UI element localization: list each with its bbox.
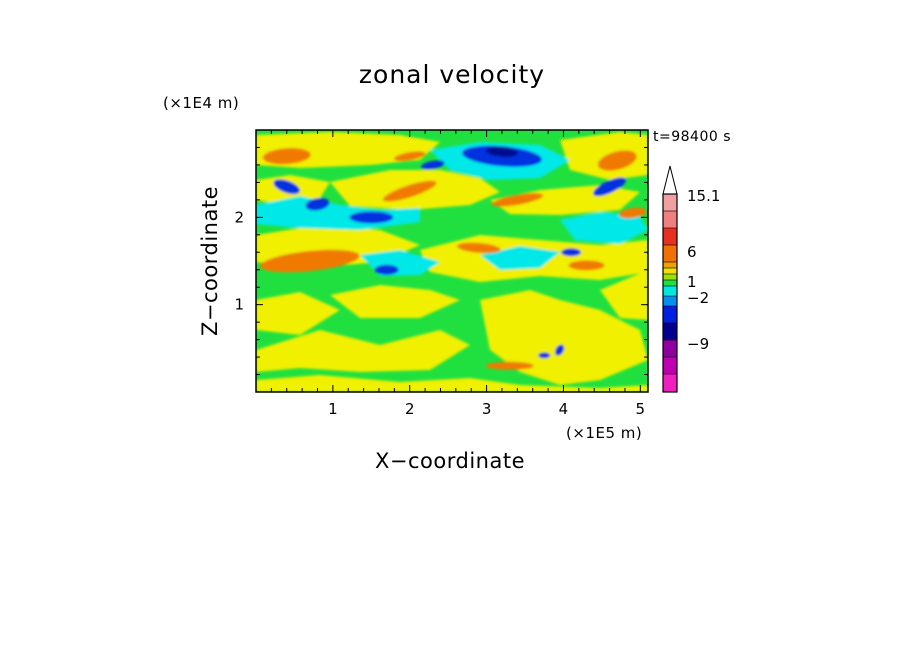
field-cyan-3 (560, 212, 648, 244)
x-tick-label: 5 (636, 400, 646, 418)
field-orange-10 (393, 151, 426, 162)
field-orange-8 (568, 260, 605, 271)
field-blue-9 (538, 352, 551, 359)
plot-frame (255, 129, 649, 393)
field-yellow-low-2 (256, 330, 470, 372)
colorbar-frame (662, 193, 678, 393)
colorbar-bin (663, 268, 677, 274)
field-yellow-low-5 (600, 270, 648, 320)
colorbar-bin (663, 228, 677, 245)
field-yellow-low-3 (330, 285, 460, 318)
field-orange-2 (597, 150, 637, 171)
field-yellow-low-1 (256, 292, 340, 335)
field-yellow-bottom (256, 375, 648, 392)
y-tick-label: 1 (234, 296, 244, 314)
field-darkblue-1 (486, 146, 518, 158)
field-blue-5 (593, 177, 627, 197)
z-scale-label: (×1E4 m) (163, 94, 240, 112)
colorbar-label: 1 (687, 273, 697, 291)
x-tick-label: 3 (482, 400, 492, 418)
colorbar-bin (663, 194, 677, 211)
colorbar-bin (663, 306, 677, 323)
colorbar-bin (663, 211, 677, 228)
x-tick-label: 1 (328, 400, 338, 418)
chart-title: zonal velocity (358, 60, 546, 89)
x-scale-label: (×1E5 m) (566, 424, 643, 442)
colorbar-bin (663, 245, 677, 262)
field-blue-2 (305, 197, 330, 211)
field-blue-8 (561, 248, 582, 257)
colorbar-label: −9 (687, 335, 709, 353)
colorbar-bin (663, 262, 677, 268)
field-orange-6 (618, 207, 647, 219)
plot-area (256, 130, 648, 392)
field-orange-1 (262, 148, 311, 165)
field-blue-1 (273, 179, 301, 195)
field-blue-6 (374, 264, 399, 275)
time-label: t=98400 s (653, 129, 731, 145)
axes: 1 2 3 4 5 1 2 (234, 129, 649, 418)
colorbar-arrow (662, 165, 678, 195)
x-tick-label: 4 (559, 400, 569, 418)
field-layers (256, 132, 648, 392)
field-blue-10 (555, 344, 565, 356)
colorbar-bin (663, 340, 677, 357)
field-yellow-top-2 (560, 132, 648, 180)
y-tick-label: 2 (234, 208, 244, 226)
field-blue-7 (420, 160, 445, 170)
field-orange-7 (456, 242, 501, 254)
field-orange-4 (383, 180, 437, 202)
colorbar-bin (663, 357, 677, 374)
colorbar-bin (663, 374, 677, 392)
field-orange-3 (260, 249, 360, 273)
field-cyan-5 (480, 246, 560, 270)
field-blue-3 (349, 211, 394, 224)
colorbar-bin (663, 323, 677, 340)
colorbar-bin (663, 286, 677, 296)
colorbar-label: 6 (687, 243, 697, 261)
colorbar-bin (663, 274, 677, 280)
field-orange-9 (485, 361, 534, 370)
x-axis-label: X−coordinate (375, 449, 525, 473)
field-orange-5 (491, 193, 543, 207)
field-yellow-low-4 (480, 290, 648, 385)
colorbar-label: −2 (687, 289, 709, 307)
colorbar-bin (663, 280, 677, 286)
x-tick-label: 2 (405, 400, 415, 418)
colorbar: 15.1 6 1−2 −9 (662, 165, 720, 393)
colorbar-label: 15.1 (687, 187, 720, 205)
colorbar-bin (663, 296, 677, 306)
